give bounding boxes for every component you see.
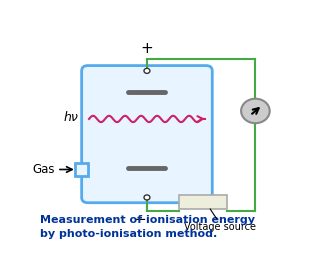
Text: Gas: Gas bbox=[32, 163, 55, 176]
Circle shape bbox=[241, 99, 270, 123]
Text: Voltage source: Voltage source bbox=[184, 222, 256, 232]
Text: hν: hν bbox=[63, 112, 78, 124]
Circle shape bbox=[144, 195, 150, 200]
Text: +: + bbox=[141, 41, 153, 56]
Text: by photo-ionisation method.: by photo-ionisation method. bbox=[40, 229, 217, 239]
Text: Measurement of ionisation energy: Measurement of ionisation energy bbox=[40, 215, 255, 225]
FancyBboxPatch shape bbox=[82, 65, 212, 203]
Circle shape bbox=[144, 68, 150, 73]
Bar bbox=[75, 163, 88, 176]
Bar bbox=[179, 195, 227, 209]
Text: −: − bbox=[133, 212, 146, 227]
